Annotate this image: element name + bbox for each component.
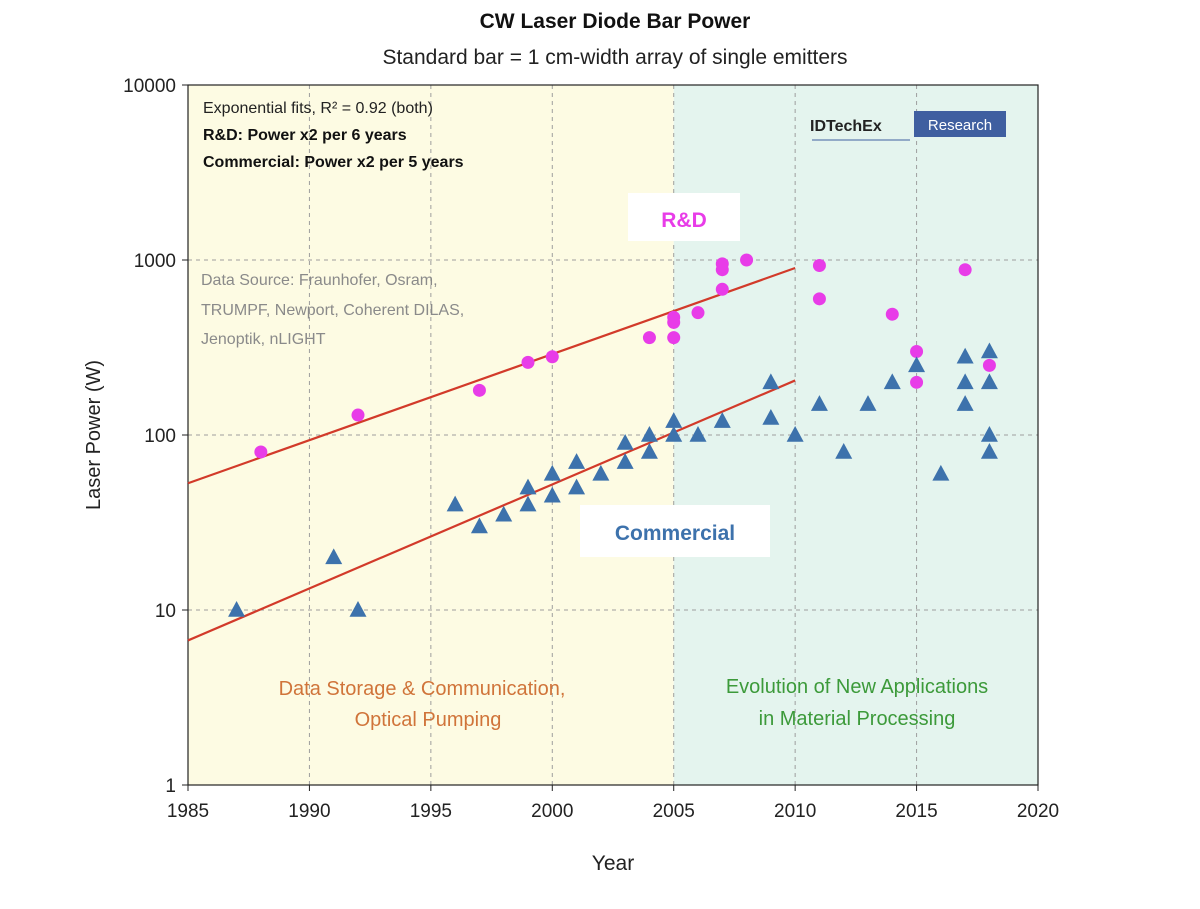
fit-lines [187,266,796,642]
chart-subtitle: Standard bar = 1 cm-width array of singl… [382,46,847,69]
rd-point [812,292,826,306]
commercial-point [665,426,683,442]
x-tick-label: 2020 [1017,801,1059,822]
rd-point [667,310,681,324]
rd-point [910,375,924,389]
commercial-label: Commercial [615,522,735,545]
commercial-point [228,601,246,617]
commercial-point [616,453,634,469]
fit-info-line-3: Commercial: Power x2 per 5 years [203,154,464,171]
x-tick-label: 1995 [410,801,452,822]
commercial-point [810,395,828,411]
rd-point [910,345,924,359]
commercial-point [956,395,974,411]
y-tick-label: 100 [144,426,176,447]
commercial-point [980,442,998,459]
data-source-line-3: Jenoptik, nLIGHT [201,331,326,348]
rd-point [472,383,486,397]
rd-point [958,263,972,277]
commercial-point [786,426,804,442]
commercial-fit-line [187,379,796,642]
left-region-label-line-1: Data Storage & Communication, [279,678,566,700]
commercial-point [908,356,926,373]
rd-point [521,355,535,369]
left-region-label-line-2: Optical Pumping [355,709,502,731]
x-tick-label: 2015 [895,801,937,822]
commercial-point [495,505,513,522]
commercial-point [543,486,561,503]
commercial-point [665,412,683,428]
fit-info-line-1: Exponential fits, R² = 0.92 (both) [203,100,433,117]
commercial-point [616,434,634,450]
commercial-point [446,495,464,512]
commercial-label-box [580,505,770,557]
commercial-point [640,442,658,459]
commercial-point [592,464,610,481]
x-tick-label: 2000 [531,801,573,822]
rd-point [545,350,559,364]
right-region-label-line-2: in Material Processing [759,708,956,730]
x-tick-label: 1990 [288,801,330,822]
commercial-point [980,426,998,442]
axis-ticks: 1985 1990 1995 2000 2005 2010 2015 2020 1 10 100 10… [123,76,1059,822]
commercial-point [956,347,974,364]
commercial-point [519,495,537,512]
logo-research-text: Research [928,117,992,134]
logo-research-box [914,111,1006,137]
commercial-point [519,478,537,495]
right-region-label-line-1: Evolution of New Applications [726,676,988,698]
x-tick-label: 2005 [653,801,695,822]
rd-point [715,257,729,271]
grid-lines [188,85,1038,785]
y-tick-label: 1 [165,776,176,797]
commercial-point [640,426,658,442]
rd-point [642,331,656,345]
rd-point [715,282,729,296]
rd-point [667,331,681,345]
commercial-point [762,409,780,425]
data-source-line-2: TRUMPF, Newport, Coherent DILAS, [201,302,464,319]
y-axis-label: Laser Power (W) [83,360,105,510]
rd-fit-line [187,266,796,485]
fit-info-line-2: R&D: Power x2 per 6 years [203,127,407,144]
commercial-point [883,373,901,390]
commercial-point [470,517,488,534]
commercial-point [762,373,780,390]
commercial-point [713,412,731,428]
rd-point [982,358,996,372]
commercial-point [835,442,853,459]
chart-title: CW Laser Diode Bar Power [480,10,751,33]
commercial-point [932,464,950,481]
data-points [228,253,998,617]
y-tick-label: 10000 [123,76,176,97]
rd-point [351,408,365,422]
x-tick-label: 2010 [774,801,816,822]
commercial-point [568,478,586,495]
commercial-point [980,373,998,390]
x-axis-label: Year [592,852,634,875]
logo-text: IDTechEx [810,118,882,135]
y-tick-label: 1000 [134,251,176,272]
rd-point [691,306,705,320]
x-tick-label: 1985 [167,801,209,822]
commercial-point [980,342,998,359]
rd-label: R&D [661,209,707,232]
rd-point [812,259,826,273]
commercial-point [325,548,343,565]
commercial-point [689,426,707,442]
commercial-point [568,453,586,469]
commercial-point [349,601,367,617]
rd-label-box [628,193,740,241]
commercial-point [543,464,561,481]
y-tick-label: 10 [155,601,176,622]
commercial-point [859,395,877,411]
rd-point [740,253,754,267]
data-source-line-1: Data Source: Fraunhofer, Osram, [201,272,438,289]
commercial-point [956,373,974,390]
rd-point [254,445,268,459]
rd-point [885,307,899,321]
